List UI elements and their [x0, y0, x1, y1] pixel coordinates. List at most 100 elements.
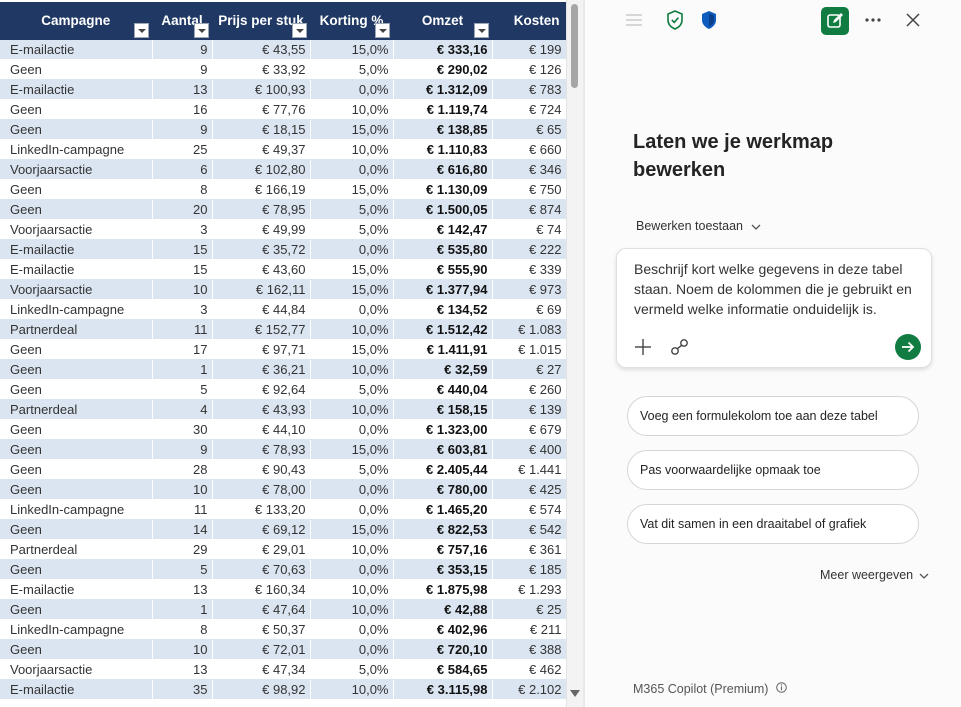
cell-kosten[interactable]: € 724	[492, 99, 566, 120]
cell-kosten[interactable]: € 425	[492, 479, 566, 500]
column-header-kosten[interactable]: Kosten	[492, 2, 566, 40]
cell-omzet[interactable]: € 158,15	[393, 399, 493, 420]
cell-campagne[interactable]: E-mailactie	[0, 40, 153, 60]
cell-campagne[interactable]: LinkedIn-campagne	[0, 619, 153, 640]
cell-kosten[interactable]: € 750	[492, 179, 566, 200]
cell-korting[interactable]: 5,0%	[310, 59, 394, 80]
cell-kosten[interactable]: € 1.083	[492, 319, 566, 340]
cell-prijs[interactable]: € 43,55	[212, 40, 311, 60]
cell-prijs[interactable]: € 92,64	[212, 379, 311, 400]
cell-aantal[interactable]: 10	[152, 639, 213, 660]
cell-campagne[interactable]: Partnerdeal	[0, 319, 153, 340]
cell-prijs[interactable]: € 29,01	[212, 539, 311, 560]
filter-dropdown-icon[interactable]	[133, 23, 149, 38]
cell-prijs[interactable]: € 97,71	[212, 339, 311, 360]
cell-korting[interactable]: 0,0%	[310, 499, 394, 520]
cell-korting[interactable]: 0,0%	[310, 299, 394, 320]
column-header-prijs[interactable]: Prijs per stuk	[212, 2, 311, 40]
cell-prijs[interactable]: € 72,01	[212, 639, 311, 660]
prompt-text[interactable]: Beschrijf kort welke gegevens in deze ta…	[634, 261, 912, 317]
cell-omzet[interactable]: € 440,04	[393, 379, 493, 400]
cell-omzet[interactable]: € 333,16	[393, 40, 493, 60]
shield-check-icon[interactable]	[663, 8, 687, 32]
suggestion-pivot-chart[interactable]: Vat dit samen in een draaitabel of grafi…	[627, 504, 919, 544]
cell-kosten[interactable]: € 2.102	[492, 679, 566, 700]
cell-aantal[interactable]: 10	[152, 479, 213, 500]
cell-aantal[interactable]: 13	[152, 659, 213, 680]
cell-kosten[interactable]: € 211	[492, 619, 566, 640]
cell-korting[interactable]: 0,0%	[310, 159, 394, 180]
cell-aantal[interactable]: 30	[152, 419, 213, 440]
suggestion-formula-column[interactable]: Voeg een formulekolom toe aan deze tabel	[627, 396, 919, 436]
cell-omzet[interactable]: € 402,96	[393, 619, 493, 640]
cell-omzet[interactable]: € 720,10	[393, 639, 493, 660]
cell-aantal[interactable]: 8	[152, 179, 213, 200]
cell-aantal[interactable]: 4	[152, 399, 213, 420]
cell-campagne[interactable]: Geen	[0, 379, 153, 400]
cell-kosten[interactable]: € 783	[492, 79, 566, 100]
cell-aantal[interactable]: 9	[152, 40, 213, 60]
cell-kosten[interactable]: € 1.015	[492, 339, 566, 360]
menu-icon[interactable]	[622, 8, 646, 32]
cell-korting[interactable]: 0,0%	[310, 639, 394, 660]
cell-campagne[interactable]: Geen	[0, 339, 153, 360]
column-header-korting[interactable]: Korting %	[310, 2, 394, 40]
cell-kosten[interactable]: € 346	[492, 159, 566, 180]
cell-kosten[interactable]: € 65	[492, 119, 566, 140]
cell-campagne[interactable]: LinkedIn-campagne	[0, 499, 153, 520]
cell-korting[interactable]: 0,0%	[310, 479, 394, 500]
cell-kosten[interactable]: € 222	[492, 239, 566, 260]
cell-korting[interactable]: 5,0%	[310, 219, 394, 240]
cell-korting[interactable]: 0,0%	[310, 559, 394, 580]
cell-prijs[interactable]: € 50,37	[212, 619, 311, 640]
cell-aantal[interactable]: 1	[152, 359, 213, 380]
new-chat-icon[interactable]	[821, 7, 849, 35]
cell-kosten[interactable]: € 260	[492, 379, 566, 400]
cell-omzet[interactable]: € 822,53	[393, 519, 493, 540]
cell-campagne[interactable]: Geen	[0, 59, 153, 80]
filter-dropdown-icon[interactable]	[473, 23, 489, 38]
cell-omzet[interactable]: € 1.377,94	[393, 279, 493, 300]
cell-korting[interactable]: 10,0%	[310, 319, 394, 340]
cell-prijs[interactable]: € 49,99	[212, 219, 311, 240]
cell-prijs[interactable]: € 78,95	[212, 199, 311, 220]
pane-divider[interactable]	[583, 0, 585, 707]
cell-korting[interactable]: 15,0%	[310, 339, 394, 360]
column-header-omzet[interactable]: Omzet	[393, 2, 493, 40]
cell-prijs[interactable]: € 44,10	[212, 419, 311, 440]
cell-campagne[interactable]: Partnerdeal	[0, 539, 153, 560]
cell-kosten[interactable]: € 139	[492, 399, 566, 420]
cell-omzet[interactable]: € 1.119,74	[393, 99, 493, 120]
cell-omzet[interactable]: € 1.411,91	[393, 339, 493, 360]
cell-omzet[interactable]: € 780,00	[393, 479, 493, 500]
cell-aantal[interactable]: 11	[152, 499, 213, 520]
cell-prijs[interactable]: € 47,34	[212, 659, 311, 680]
cell-prijs[interactable]: € 102,80	[212, 159, 311, 180]
cell-omzet[interactable]: € 1.512,42	[393, 319, 493, 340]
cell-aantal[interactable]: 8	[152, 619, 213, 640]
cell-omzet[interactable]: € 1.500,05	[393, 199, 493, 220]
cell-campagne[interactable]: Geen	[0, 479, 153, 500]
cell-kosten[interactable]: € 27	[492, 359, 566, 380]
cell-prijs[interactable]: € 43,93	[212, 399, 311, 420]
cell-omzet[interactable]: € 138,85	[393, 119, 493, 140]
cell-aantal[interactable]: 15	[152, 239, 213, 260]
edit-mode-dropdown[interactable]: Bewerken toestaan	[636, 219, 761, 233]
cell-omzet[interactable]: € 1.465,20	[393, 499, 493, 520]
cell-prijs[interactable]: € 47,64	[212, 599, 311, 620]
cell-prijs[interactable]: € 69,12	[212, 519, 311, 540]
cell-korting[interactable]: 15,0%	[310, 259, 394, 280]
cell-kosten[interactable]: € 574	[492, 499, 566, 520]
cell-prijs[interactable]: € 78,00	[212, 479, 311, 500]
cell-aantal[interactable]: 29	[152, 539, 213, 560]
cell-campagne[interactable]: Geen	[0, 119, 153, 140]
cell-kosten[interactable]: € 660	[492, 139, 566, 160]
cell-korting[interactable]: 0,0%	[310, 619, 394, 640]
cell-omzet[interactable]: € 1.110,83	[393, 139, 493, 160]
cell-campagne[interactable]: Geen	[0, 179, 153, 200]
cell-kosten[interactable]: € 462	[492, 659, 566, 680]
cell-omzet[interactable]: € 290,02	[393, 59, 493, 80]
scroll-down-icon[interactable]	[570, 690, 580, 697]
cell-korting[interactable]: 5,0%	[310, 379, 394, 400]
cell-kosten[interactable]: € 185	[492, 559, 566, 580]
